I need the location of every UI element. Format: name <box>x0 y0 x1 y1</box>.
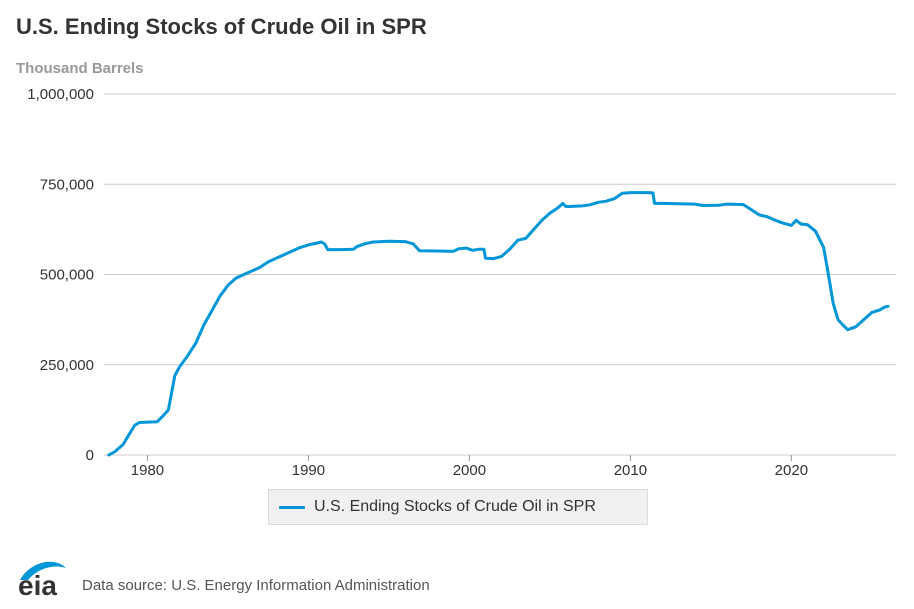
legend-label: U.S. Ending Stocks of Crude Oil in SPR <box>314 498 596 515</box>
eia-logo: eia <box>18 561 66 598</box>
x-tick-label: 2010 <box>614 462 647 479</box>
legend-swatch <box>279 505 305 509</box>
data-source: Data source: U.S. Energy Information Adm… <box>82 577 430 594</box>
y-tick-label: 500,000 <box>40 267 94 284</box>
x-tick-label: 2000 <box>453 462 486 479</box>
series-line-spr-stocks <box>107 191 890 457</box>
series-group <box>107 191 890 457</box>
x-tick-label: 2020 <box>775 462 808 479</box>
logo-swoosh <box>20 561 66 580</box>
gridlines <box>104 93 896 456</box>
x-axis-ticks: 1980 1990 2000 2010 2020 <box>131 455 808 479</box>
chart-title: U.S. Ending Stocks of Crude Oil in SPR <box>16 14 427 39</box>
y-tick-label: 250,000 <box>40 357 94 374</box>
x-tick-label: 1990 <box>292 462 325 479</box>
footer: eia Data source: U.S. Energy Information… <box>16 558 430 598</box>
y-axis-ticks: 0 250,000 500,000 750,000 1,000,000 <box>27 86 94 464</box>
x-tick-label: 1980 <box>131 462 164 479</box>
y-tick-label: 750,000 <box>40 176 94 193</box>
y-tick-label: 0 <box>86 447 94 464</box>
logo-text: eia <box>18 570 57 598</box>
y-axis-units-label: Thousand Barrels <box>16 60 144 77</box>
legend[interactable]: U.S. Ending Stocks of Crude Oil in SPR <box>268 489 648 525</box>
y-tick-label: 1,000,000 <box>27 86 94 103</box>
